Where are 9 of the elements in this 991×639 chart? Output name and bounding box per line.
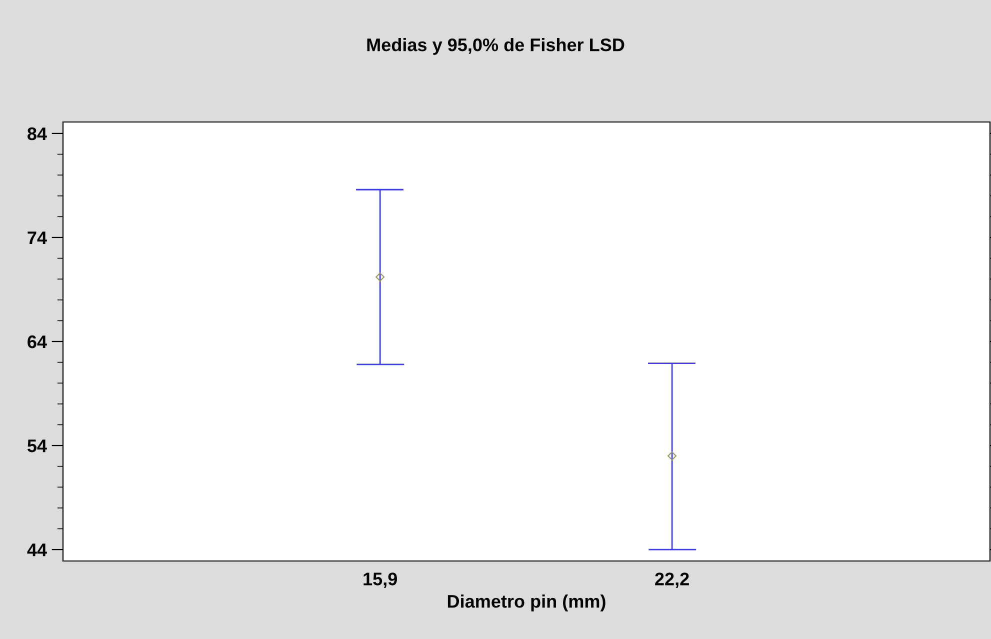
chart-title: Medias y 95,0% de Fisher LSD [367, 38, 624, 55]
y-tick-label: 54 [28, 440, 47, 452]
y-tick-label: 84 [28, 127, 47, 140]
y-tick-label: 44 [27, 544, 47, 556]
x-tick-label: 15,9 [364, 572, 397, 588]
x-axis-title: Diametro pin (mm) [448, 594, 606, 612]
y-tick-label: 74 [28, 232, 47, 244]
y-tick-label: 64 [28, 335, 47, 348]
x-tick-label: 22,2 [655, 572, 689, 588]
